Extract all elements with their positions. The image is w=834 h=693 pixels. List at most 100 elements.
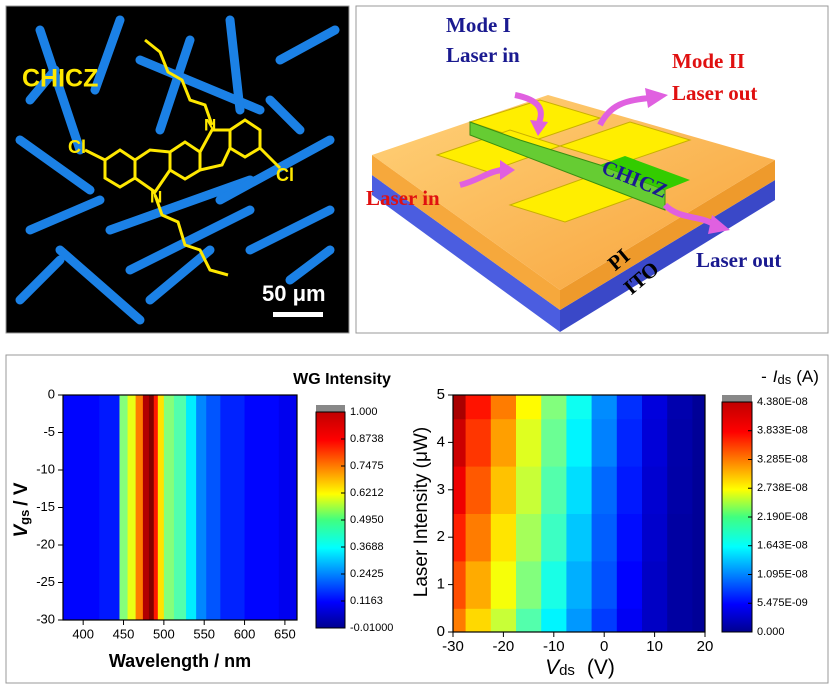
heat-cell [541, 466, 567, 514]
heat-cell [642, 395, 668, 420]
heat-cell [541, 560, 567, 609]
heat-cell [616, 560, 643, 609]
heat-cell [516, 560, 542, 609]
heat-cell [667, 395, 693, 420]
heat-cell [591, 466, 618, 514]
colorbar-tick-label: 1.643E-08 [757, 540, 808, 552]
colorbar-tick-label: 0.000 [757, 626, 785, 638]
heat-cell [616, 395, 643, 420]
heat-cell [516, 513, 542, 562]
colorbar-tick-label: -0.01000 [350, 622, 393, 634]
heat-stripe [163, 395, 175, 620]
colorbar-tick-label: 2.738E-08 [757, 482, 808, 494]
y-axis-label: Laser Intensity (μW) [411, 427, 432, 597]
heat-stripe [196, 395, 207, 620]
heat-cell [642, 513, 668, 562]
heat-cell [541, 418, 567, 467]
label-part: V [545, 656, 561, 679]
colorbar [315, 411, 346, 629]
device-label: Mode I [446, 13, 511, 37]
x-axis-label: Vds (V) [545, 656, 615, 679]
heat-cell [465, 513, 492, 562]
heat-cell [490, 466, 517, 514]
heat-cell [591, 513, 618, 562]
crystal-rods [15, 15, 340, 325]
x-axis-label: Wavelength / nm [109, 651, 251, 671]
heat-cell [541, 608, 567, 632]
atom-label: N [204, 115, 216, 134]
heat-stripe [153, 395, 159, 620]
y-tick-label: 5 [437, 386, 445, 403]
y-tick-label: 0 [48, 386, 55, 401]
heat-stripe [63, 395, 74, 620]
y-tick-label: -25 [36, 574, 55, 589]
colorbar-tick-label: 1.000 [350, 406, 378, 418]
x-tick-label: 10 [646, 638, 663, 655]
plot-frame [452, 394, 706, 633]
y-tick-label: -30 [36, 611, 55, 626]
label-part: gs [17, 510, 32, 525]
colorbar-tick-label: 0.2425 [350, 568, 384, 580]
y-tick-label: -10 [36, 461, 55, 476]
ito-layer [560, 180, 775, 332]
y-tick-label: -5 [43, 424, 55, 439]
colorbar-tick-label: 1.095E-08 [757, 568, 808, 580]
device-label: Laser in [446, 43, 520, 67]
heat-cell [692, 608, 705, 632]
heat-cell [591, 560, 618, 609]
colorbar-tick-label: 2.190E-08 [757, 511, 808, 523]
heat-stripe [278, 395, 297, 620]
electrodes [435, 99, 692, 223]
x-tick-label: 650 [274, 626, 296, 641]
heat-cell [642, 608, 668, 632]
heat-cell [490, 418, 517, 467]
chart-title: WG Intensity [293, 371, 391, 388]
heat-cell [516, 418, 542, 467]
heat-cell [642, 466, 668, 514]
heat-cell [453, 560, 467, 609]
heat-cell [516, 608, 542, 632]
heat-stripe [119, 395, 129, 620]
heat-cell [692, 418, 705, 467]
label-part: ds [778, 372, 792, 387]
colorbar-over [722, 395, 752, 402]
heat-cell [591, 418, 618, 467]
heat-cell [453, 513, 467, 562]
heat-cell [667, 608, 693, 632]
heat-stripe [142, 395, 150, 620]
colorbar-tick-label: 4.380E-08 [757, 396, 808, 408]
compound-label: CHICZ [22, 65, 98, 93]
label-part: (A) [796, 367, 819, 386]
heat-stripe [157, 395, 165, 620]
heat-stripe [244, 395, 280, 620]
heat-cell [667, 466, 693, 514]
heat-cell [667, 560, 693, 609]
heat-cell [667, 513, 693, 562]
heat-stripe [127, 395, 137, 620]
heat-cell [566, 560, 593, 609]
heat-cell [453, 418, 467, 467]
x-tick-label: 20 [697, 638, 714, 655]
heat-cell [541, 513, 567, 562]
micrograph-panel: CHICZ Cl Cl N N 50 μm [5, 5, 350, 334]
atom-label: Cl [276, 165, 294, 185]
heat-cell [591, 608, 618, 632]
heat-cell [566, 395, 593, 420]
colorbar-tick-label: 0.4950 [350, 514, 384, 526]
heat-cell [541, 395, 567, 420]
x-tick-label: -30 [442, 638, 464, 655]
label-part: V [11, 524, 32, 538]
device-label: Laser out [672, 81, 757, 105]
y-tick-label: -20 [36, 536, 55, 551]
heat-cell [642, 560, 668, 609]
molecule [84, 38, 282, 277]
x-tick-label: 600 [234, 626, 256, 641]
heat-cell [516, 395, 542, 420]
heat-stripe [135, 395, 144, 620]
heat-cell [566, 418, 593, 467]
x-tick-label: -20 [493, 638, 515, 655]
heatmap [453, 395, 705, 632]
y-tick-label: -15 [36, 499, 55, 514]
y-tick-label: 2 [437, 528, 445, 545]
device-label: Laser out [696, 248, 781, 272]
